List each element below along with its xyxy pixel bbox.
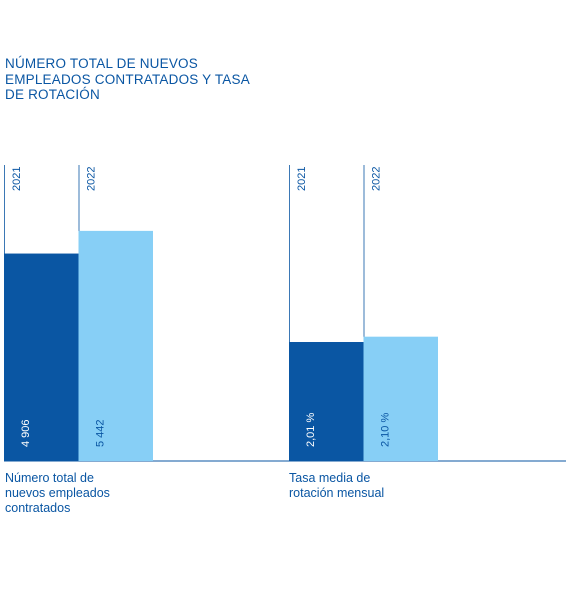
group-label-turnover: Tasa media de rotación mensual [289, 471, 384, 501]
group-label-hires-line-3: contratados [5, 501, 71, 515]
group-label-hires: Número total de nuevos empleados contrat… [5, 471, 110, 516]
value-label: 2,01 % [305, 413, 317, 447]
bar-2022 [363, 336, 438, 461]
year-label: 2021 [296, 167, 308, 191]
group-label-hires-line-2: nuevos empleados [5, 486, 110, 500]
year-label: 2021 [11, 167, 23, 191]
group-label-turnover-line-2: rotación mensual [289, 486, 385, 500]
bar-2021 [289, 342, 364, 461]
group-label-turnover-line-1: Tasa media de [289, 471, 371, 485]
year-label: 2022 [86, 167, 98, 191]
value-label: 4 906 [20, 419, 32, 447]
value-label: 2,10 % [380, 413, 392, 447]
chart-title-line-3: DE ROTACIÓN [5, 87, 100, 102]
chart-title-line-2: EMPLEADOS CONTRATADOS Y TASA [5, 71, 250, 87]
value-label: 5 442 [95, 419, 107, 447]
chart-title: NÚMERO TOTAL DE NUEVOS EMPLEADOS CONTRAT… [5, 56, 305, 103]
group-label-hires-line-1: Número total de [5, 471, 94, 485]
chart-title-line-1: NÚMERO TOTAL DE NUEVOS [5, 56, 198, 71]
bar-2021 [4, 253, 79, 461]
bar-2022 [78, 230, 153, 461]
year-label: 2022 [371, 167, 383, 191]
